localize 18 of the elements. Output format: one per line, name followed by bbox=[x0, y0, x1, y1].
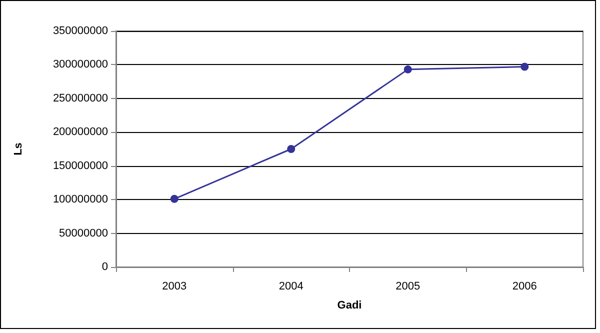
y-axis-title: Ls bbox=[12, 142, 24, 156]
y-tick-label: 300000000 bbox=[52, 58, 108, 71]
y-tick-label: 150000000 bbox=[52, 160, 108, 172]
x-tick-label: 2006 bbox=[512, 280, 537, 292]
point bbox=[520, 62, 529, 71]
y-tick-label: 250000000 bbox=[52, 92, 108, 104]
y-tick-label: 100000000 bbox=[52, 194, 108, 206]
y-tick-label: 50000000 bbox=[59, 227, 108, 240]
x-tick-label: 2005 bbox=[396, 280, 420, 292]
point bbox=[404, 65, 412, 74]
x-tick-label: 2003 bbox=[162, 280, 187, 292]
point bbox=[287, 145, 296, 153]
y-tick-label: 200000000 bbox=[52, 126, 108, 138]
y-tick-label: 350000000 bbox=[52, 25, 108, 37]
y-tick-label: 0 bbox=[102, 261, 108, 273]
point bbox=[170, 194, 178, 203]
x-axis-title: Gadi bbox=[337, 300, 362, 312]
x-tick-label: 2004 bbox=[278, 280, 304, 292]
